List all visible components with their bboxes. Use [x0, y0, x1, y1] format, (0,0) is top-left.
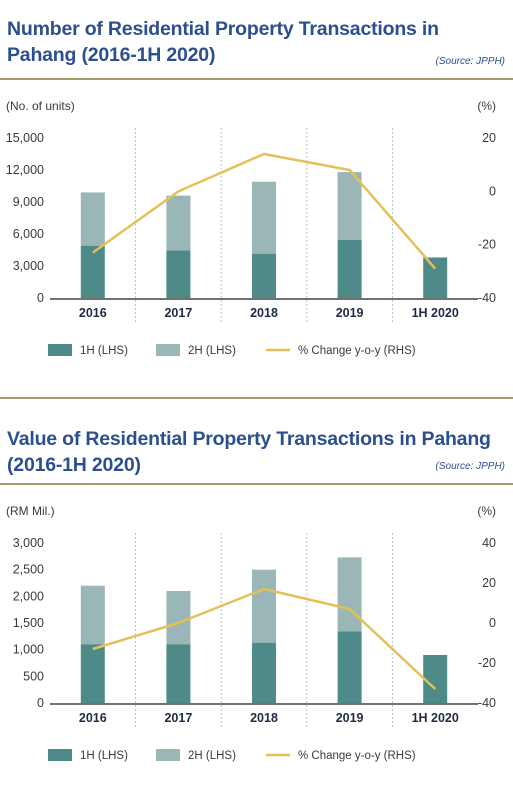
category-label: 2017: [164, 711, 192, 725]
bar-2h: [337, 172, 362, 240]
right-tick-label: -20: [478, 238, 496, 252]
bar-2h: [166, 195, 191, 251]
legend-swatch-1h: [48, 749, 72, 761]
legend-swatch-2h: [156, 344, 180, 356]
chart-title: Number of Residential Property Transacti…: [7, 18, 439, 66]
right-tick-label: 20: [482, 576, 496, 590]
bar-1h: [252, 642, 276, 703]
legend-label-1h: 1H (LHS): [80, 750, 128, 762]
bar-2h: [337, 557, 362, 632]
category-label: 2019: [336, 306, 364, 320]
category-label: 2018: [250, 711, 278, 725]
left-tick-label: 15,000: [6, 131, 44, 145]
left-tick-label: 0: [37, 291, 44, 305]
line-series-yoy: [92, 587, 437, 690]
category-label: 2017: [164, 306, 192, 320]
bar-1h: [337, 239, 362, 298]
bar-1h: [166, 644, 191, 703]
bar-1h: [166, 250, 191, 298]
chart-source: (Source: JPPH): [435, 56, 505, 67]
chart-value: (RM Mil.) (%) 3,000 2,500 2,000 1,500 1,000 500…: [6, 504, 496, 762]
right-tick-label: 40: [482, 536, 496, 550]
right-tick-label: -20: [478, 656, 496, 670]
bar-2h: [252, 569, 276, 643]
left-tick-label: 2,500: [13, 563, 44, 577]
chart-panel-units: Number of Residential Property Transacti…: [0, 0, 513, 395]
category-label: 1H 2020: [412, 711, 459, 725]
chart-units: (No. of units) (%) 15,000 12,000 9,000 6,000 3…: [6, 99, 496, 357]
left-tick-label: 1,500: [13, 616, 44, 630]
bar-1h: [80, 644, 105, 703]
bar-1h: [252, 253, 276, 298]
left-tick-label: 2,000: [13, 589, 44, 603]
category-label: 2016: [79, 306, 107, 320]
left-tick-label: 6,000: [13, 227, 44, 241]
legend-label-line: % Change y-o-y (RHS): [298, 750, 416, 762]
left-tick-label: 0: [37, 696, 44, 710]
category-label: 2018: [250, 306, 278, 320]
bar-2h: [80, 585, 105, 645]
left-axis-title: (RM Mil.): [6, 504, 55, 518]
bar-2h: [80, 192, 105, 246]
bar-1h: [337, 631, 362, 703]
chart-title: Value of Residential Property Transactio…: [7, 428, 491, 476]
category-label: 1H 2020: [412, 306, 459, 320]
right-axis-title: (%): [477, 99, 496, 113]
left-tick-label: 1,000: [13, 643, 44, 657]
right-axis-title: (%): [477, 504, 496, 518]
left-tick-label: 500: [23, 669, 44, 683]
right-tick-label: 0: [489, 184, 496, 198]
left-tick-label: 9,000: [13, 195, 44, 209]
divider: [0, 483, 513, 485]
chart-source: (Source: JPPH): [435, 461, 505, 472]
divider: [0, 78, 513, 80]
legend-label-line: % Change y-o-y (RHS): [298, 345, 416, 357]
legend-label-2h: 2H (LHS): [188, 345, 236, 357]
left-axis-title: (No. of units): [6, 99, 75, 113]
right-tick-label: 0: [489, 616, 496, 630]
bar-1h: [423, 257, 448, 298]
legend-swatch-2h: [156, 749, 180, 761]
bar-2h: [252, 181, 276, 254]
legend-swatch-1h: [48, 344, 72, 356]
right-tick-label: -40: [478, 291, 496, 305]
legend-label-2h: 2H (LHS): [188, 750, 236, 762]
right-tick-label: -40: [478, 696, 496, 710]
left-tick-label: 3,000: [13, 259, 44, 273]
divider: [0, 397, 513, 399]
chart-panel-value: Value of Residential Property Transactio…: [0, 397, 513, 797]
left-tick-label: 3,000: [13, 536, 44, 550]
category-label: 2016: [79, 711, 107, 725]
bar-1h: [80, 245, 105, 298]
line-series-yoy: [92, 152, 437, 270]
right-tick-label: 20: [482, 131, 496, 145]
left-tick-label: 12,000: [6, 163, 44, 177]
category-label: 2019: [336, 711, 364, 725]
bar-2h: [166, 591, 191, 645]
bar-1h: [423, 655, 448, 703]
legend-label-1h: 1H (LHS): [80, 345, 128, 357]
